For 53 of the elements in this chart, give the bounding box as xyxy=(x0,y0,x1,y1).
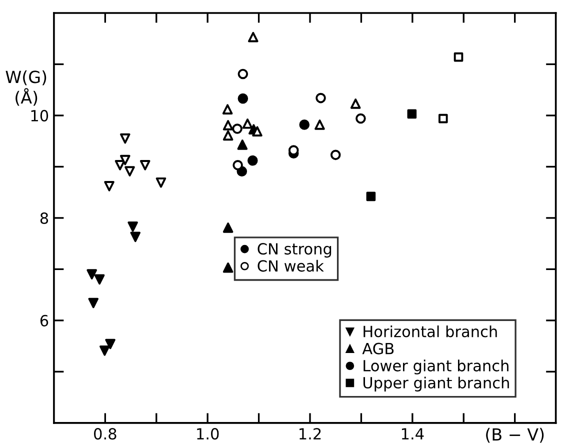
point xyxy=(232,124,242,134)
legend-label: CN strong xyxy=(258,243,332,258)
point xyxy=(314,120,325,130)
point xyxy=(222,120,234,130)
point xyxy=(124,166,135,176)
x-tick-label: 1.4 xyxy=(402,428,424,440)
x-axis-title: (B − V) xyxy=(486,428,544,443)
point xyxy=(232,160,243,170)
legend-label: Upper giant branch xyxy=(363,376,509,392)
point xyxy=(104,181,114,192)
point xyxy=(454,52,464,62)
point xyxy=(238,93,248,104)
point xyxy=(237,140,248,150)
point xyxy=(222,222,234,233)
point xyxy=(140,160,150,170)
point xyxy=(156,177,166,188)
point xyxy=(316,92,326,104)
point xyxy=(120,133,130,144)
y-tick-label: 8 xyxy=(40,212,48,224)
point xyxy=(130,232,141,242)
y-tick-label: 6 xyxy=(40,314,48,326)
point xyxy=(242,118,253,129)
point xyxy=(114,160,126,170)
point xyxy=(407,109,417,119)
point xyxy=(94,274,105,285)
point xyxy=(105,338,116,350)
legend-label: Horizontal branch xyxy=(364,325,497,338)
point xyxy=(88,298,99,308)
legend-label: CN weak xyxy=(258,260,324,272)
legend-label: AGB xyxy=(362,342,394,354)
point xyxy=(222,104,233,114)
x-tick-label: 1.2 xyxy=(300,428,321,440)
point xyxy=(366,192,376,202)
point xyxy=(438,114,448,124)
point xyxy=(299,120,310,130)
point xyxy=(100,346,110,356)
point xyxy=(120,154,130,166)
point xyxy=(248,155,258,166)
point xyxy=(350,98,361,109)
point xyxy=(356,113,366,124)
point xyxy=(330,150,341,160)
y-tick-label: 10 xyxy=(31,110,48,122)
point xyxy=(128,222,138,232)
x-tick-label: 0.8 xyxy=(94,428,116,440)
legend-label: Lower giant branch xyxy=(364,360,508,374)
point xyxy=(86,269,97,280)
x-tick-label: 1.0 xyxy=(197,428,219,440)
point xyxy=(252,126,262,136)
point xyxy=(222,130,234,141)
y-axis-title: W(G) (Å) xyxy=(6,70,46,106)
point xyxy=(222,262,234,273)
point xyxy=(248,32,258,42)
point xyxy=(238,68,248,80)
